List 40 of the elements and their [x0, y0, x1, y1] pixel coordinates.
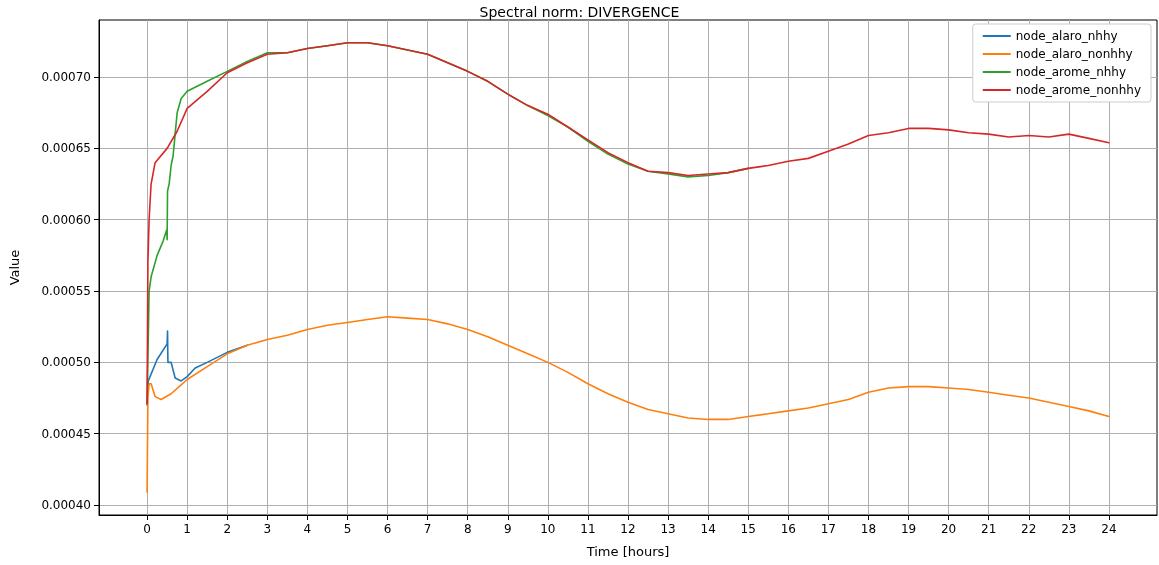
legend-label: node_alaro_nonhhy [1015, 47, 1133, 61]
legend-label: node_alaro_nhhy [1015, 29, 1118, 43]
y-tick-label: 0.00060 [41, 212, 91, 227]
x-tick-label: 15 [740, 522, 756, 536]
line-series [146, 315, 1110, 493]
x-tick-label: 23 [1061, 522, 1077, 536]
x-tick-label: 3 [263, 522, 272, 536]
y-tick-label: 0.00040 [41, 498, 91, 513]
x-tick-label: 5 [343, 522, 352, 536]
x-tick-label: 17 [820, 522, 837, 536]
x-tick-label: 0 [143, 522, 151, 536]
x-tick-label: 13 [660, 522, 676, 536]
x-tick-label: 7 [423, 522, 432, 536]
x-tick-label: 2 [223, 522, 232, 536]
y-tick-label: 0.00070 [41, 70, 91, 85]
y-tick-label: 0.00055 [41, 284, 91, 299]
x-tick-label: 1 [183, 522, 191, 536]
x-tick-label: 16 [780, 522, 796, 536]
x-tick-label: 11 [580, 522, 596, 536]
legend-label: node_arome_nhhy [1015, 65, 1127, 79]
x-tick-label: 21 [981, 522, 997, 536]
legend-label: node_arome_nonhhy [1015, 83, 1141, 97]
x-tick-label: 18 [860, 522, 877, 536]
y-tick-label: 0.00050 [41, 355, 91, 370]
y-axis-title: Value [7, 249, 22, 286]
x-tick-label: 10 [540, 522, 556, 536]
x-tick-label: 4 [303, 522, 312, 536]
x-tick-label: 9 [503, 522, 512, 536]
x-tick-label: 22 [1021, 522, 1037, 536]
y-tick-label: 0.00065 [41, 141, 91, 156]
x-axis-title: Time [hours] [585, 544, 670, 559]
x-tick-label: 8 [463, 522, 472, 536]
x-tick-label: 19 [900, 522, 917, 536]
x-tick-label: 20 [940, 522, 957, 536]
chart-title: Spectral norm: DIVERGENCE [479, 4, 680, 20]
x-tick-label: 24 [1101, 522, 1117, 536]
x-tick-label: 12 [620, 522, 636, 536]
x-tick-label: 14 [700, 522, 716, 536]
y-tick-label: 0.00045 [41, 426, 91, 441]
x-tick-label: 6 [383, 522, 392, 536]
